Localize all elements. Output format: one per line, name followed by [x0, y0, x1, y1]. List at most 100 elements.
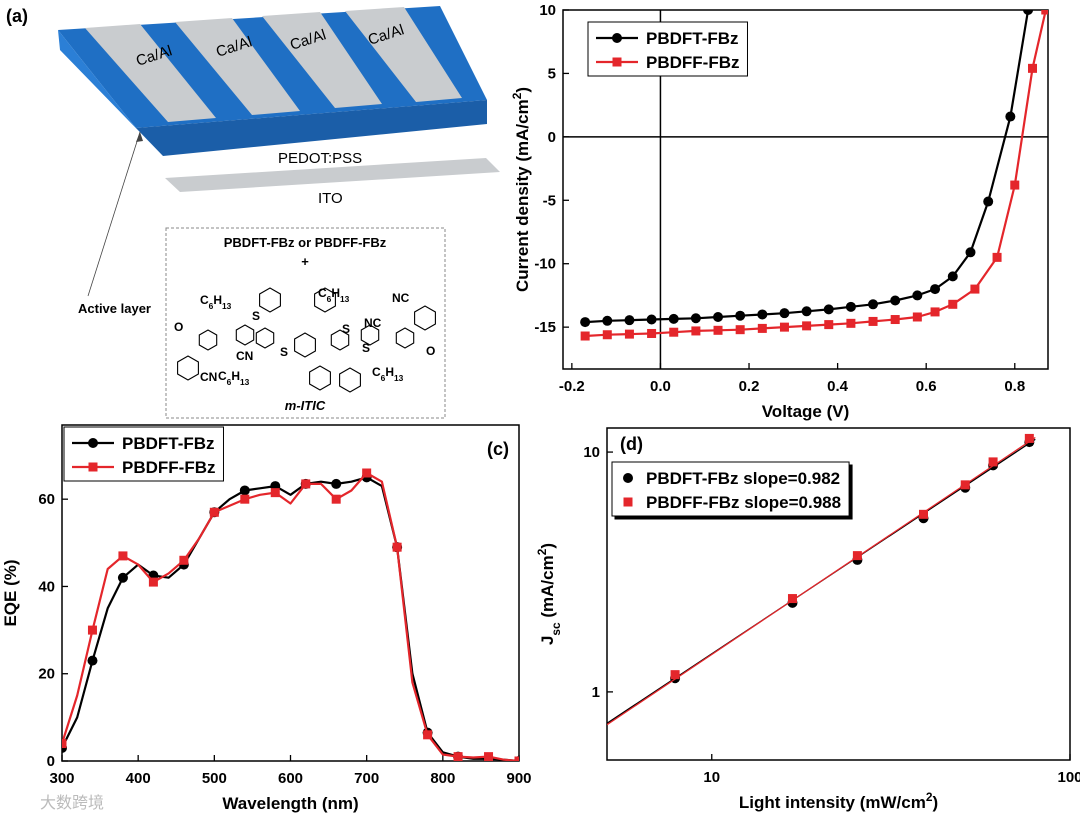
marker — [1010, 180, 1020, 190]
marker — [735, 325, 745, 335]
plus: + — [301, 254, 309, 269]
text-part: C — [200, 293, 209, 307]
marker — [919, 509, 929, 519]
x-axis-label: Wavelength (nm) — [222, 794, 358, 813]
text-part: H — [231, 369, 240, 383]
marker — [779, 308, 790, 319]
text-part: ) — [538, 543, 557, 549]
x-tick-label: 500 — [202, 770, 227, 787]
y-tick-label: 0 — [548, 129, 556, 146]
marker — [240, 494, 250, 504]
marker — [690, 313, 701, 324]
marker — [824, 320, 834, 330]
legend: PBDFT-FBz PBDFF-FBz — [587, 21, 748, 77]
marker — [823, 304, 834, 315]
text-part: EQE (%) — [1, 559, 20, 626]
ring — [294, 332, 316, 358]
legend-marker — [612, 33, 622, 43]
ring — [235, 324, 255, 346]
ring — [414, 305, 436, 331]
text-part: 13 — [222, 301, 232, 311]
marker — [779, 322, 789, 332]
x-tick-label: 0.0 — [650, 378, 671, 395]
cyano: CN — [200, 370, 217, 384]
marker — [148, 577, 158, 587]
text-part: 13 — [340, 294, 350, 304]
marker — [947, 271, 958, 282]
marker — [912, 290, 923, 301]
panel-label: (d) — [620, 434, 643, 454]
y-tick-label: 40 — [38, 578, 55, 595]
marker — [757, 323, 767, 333]
sulfur: S — [342, 322, 350, 336]
x-tick-label: 800 — [430, 770, 455, 787]
legend-label: PBDFT-FBz — [646, 29, 739, 48]
marker — [868, 299, 879, 310]
text-part: 13 — [240, 377, 250, 387]
text-part: C — [218, 369, 227, 383]
marker — [602, 315, 613, 326]
ring — [314, 287, 336, 313]
y-tick-label: 10 — [583, 444, 600, 461]
marker — [1041, 10, 1048, 15]
marker — [948, 299, 958, 309]
x-tick-label: 100 — [1057, 769, 1080, 786]
marker — [209, 507, 219, 517]
ring — [339, 367, 361, 393]
legend-marker — [623, 473, 633, 483]
legend-box — [611, 461, 850, 517]
marker — [983, 196, 994, 207]
cyano: NC — [364, 316, 382, 330]
text-part: 2 — [535, 548, 549, 555]
marker — [845, 301, 856, 312]
active-layer-front — [136, 100, 487, 156]
marker — [890, 315, 900, 325]
ring — [395, 327, 415, 349]
marker — [514, 756, 519, 761]
series-line — [62, 471, 519, 761]
electrode — [345, 7, 462, 102]
marker — [930, 284, 941, 295]
ito-label: ITO — [318, 190, 343, 207]
marker — [801, 306, 812, 317]
legend-label: PBDFF-FBz — [122, 458, 215, 477]
arrow — [87, 131, 141, 297]
y-tick-label: 5 — [548, 65, 556, 82]
cyano: CN — [236, 349, 253, 363]
text-part: H — [385, 365, 394, 379]
marker — [802, 321, 812, 331]
electrode — [262, 12, 382, 108]
side-chain: C6H13 — [218, 369, 250, 387]
legend-label: PBDFF-FBz slope=0.988 — [646, 493, 841, 512]
structure-box — [165, 227, 446, 419]
electrode — [85, 24, 216, 122]
marker — [87, 655, 98, 666]
electrode — [175, 18, 300, 115]
marker — [179, 555, 189, 565]
marker — [1005, 111, 1016, 122]
cyano: NC — [392, 291, 410, 305]
marker — [691, 326, 701, 336]
marker — [713, 325, 723, 335]
marker — [787, 594, 797, 604]
marker — [735, 310, 746, 321]
ring — [177, 355, 199, 381]
side-chain: C6H13 — [318, 286, 350, 304]
marker — [970, 284, 980, 294]
x-axis-label: Voltage (V) — [762, 402, 850, 421]
marker — [668, 313, 679, 324]
y-tick-label: 1 — [592, 684, 600, 701]
marker — [1023, 10, 1034, 15]
marker — [453, 752, 463, 761]
text-part: C — [372, 365, 381, 379]
marker — [647, 328, 657, 338]
y-tick-label: -5 — [543, 192, 556, 209]
pedot-label: PEDOT:PSS — [278, 150, 362, 167]
marker — [239, 485, 250, 496]
sulfur: S — [362, 341, 370, 355]
chart-panel: 300 400 500 600 700 800 900 0 20 40 60 (c) Wavelengt… — [1, 424, 532, 813]
sulfur: S — [252, 309, 260, 323]
watermark: 大数跨境 — [40, 793, 104, 812]
oxygen: O — [426, 344, 435, 358]
